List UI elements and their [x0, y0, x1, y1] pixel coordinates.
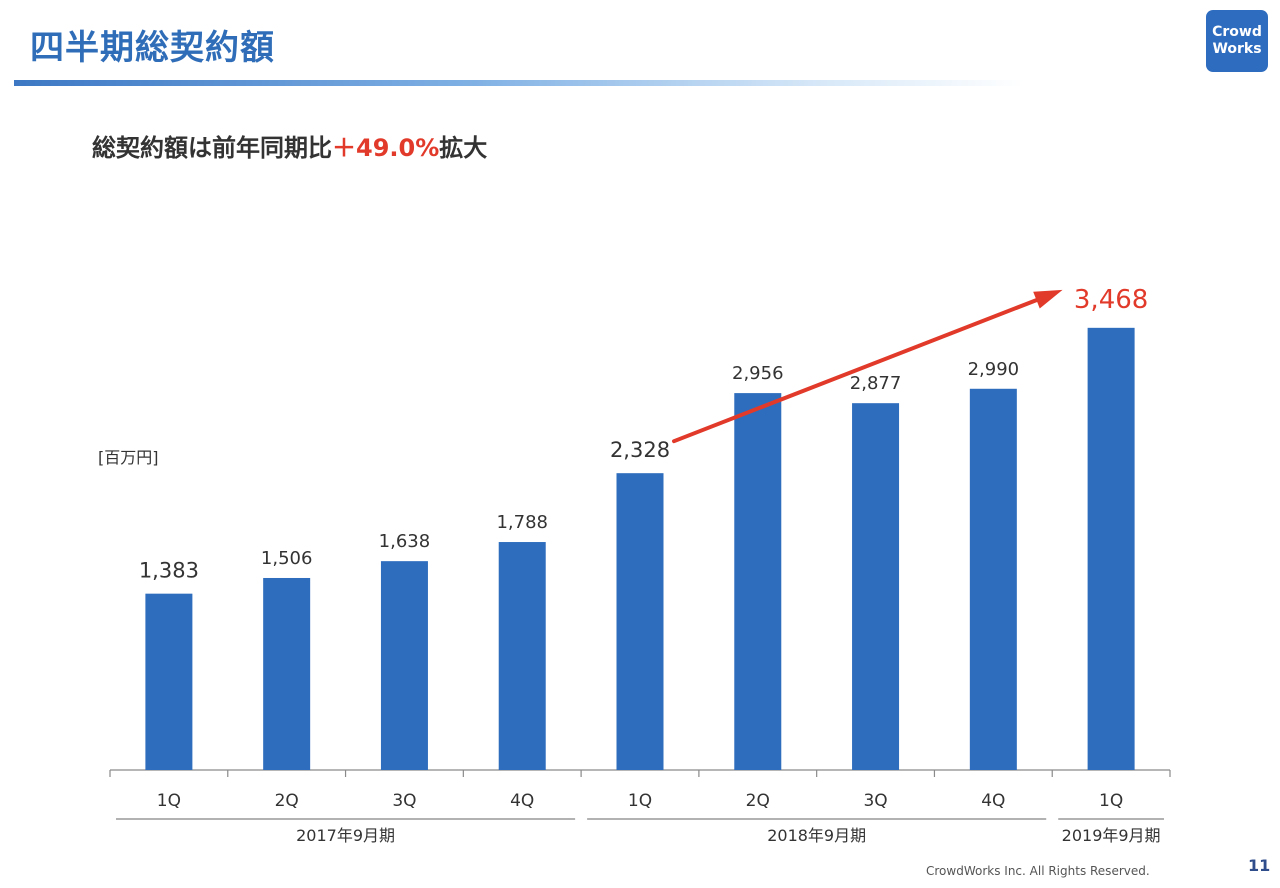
bar-value-label: 2,877 — [850, 373, 902, 394]
bar — [969, 388, 1017, 770]
bar-value-label: 2,956 — [732, 363, 784, 384]
bar — [616, 473, 664, 770]
bar-value-label: 1,506 — [261, 548, 313, 569]
page-number: 11 — [1248, 856, 1271, 875]
fiscal-year-label: 2019年9月期 — [1062, 826, 1161, 845]
logo-text-line1: Crowd — [1212, 24, 1262, 40]
category-label: 1Q — [1099, 791, 1123, 811]
bar — [498, 542, 546, 770]
bar — [734, 393, 782, 770]
bar-value-label: 1,383 — [139, 559, 199, 583]
bar — [145, 593, 193, 770]
title-underline — [14, 80, 1024, 86]
bar — [1087, 327, 1135, 770]
category-label: 2Q — [746, 791, 770, 811]
bar-value-label: 2,328 — [610, 438, 670, 462]
headline: 総契約額は前年同期比＋49.0%拡大 — [92, 128, 487, 163]
bar — [263, 577, 311, 770]
category-label: 1Q — [157, 791, 181, 811]
headline-prefix: 総契約額は前年同期比 — [92, 134, 332, 162]
crowdworks-logo: Crowd Works — [1206, 10, 1268, 72]
bar — [380, 561, 428, 770]
fiscal-year-label: 2017年9月期 — [296, 826, 395, 845]
growth-arrow-line — [672, 290, 1058, 444]
bar-value-label: 1,788 — [496, 512, 548, 533]
logo-text-line2: Works — [1212, 41, 1262, 57]
category-label: 2Q — [275, 791, 299, 811]
headline-growth-rate: ＋49.0% — [332, 134, 440, 162]
page-title: 四半期総契約額 — [30, 28, 275, 68]
fiscal-year-label: 2018年9月期 — [767, 826, 866, 845]
category-label: 4Q — [510, 791, 534, 811]
bar-value-label: 1,638 — [379, 531, 431, 552]
unit-label: [百万円] — [98, 448, 159, 467]
category-label: 3Q — [863, 791, 887, 811]
category-label: 1Q — [628, 791, 652, 811]
bar-value-label: 2,990 — [968, 359, 1020, 380]
growth-arrow-head — [1033, 289, 1063, 309]
bar-value-label: 3,468 — [1074, 285, 1148, 315]
category-label: 3Q — [392, 791, 416, 811]
headline-suffix: 拡大 — [439, 134, 488, 162]
copyright-footer: CrowdWorks Inc. All Rights Reserved. — [926, 864, 1150, 878]
category-label: 4Q — [981, 791, 1005, 811]
bar — [852, 403, 900, 770]
